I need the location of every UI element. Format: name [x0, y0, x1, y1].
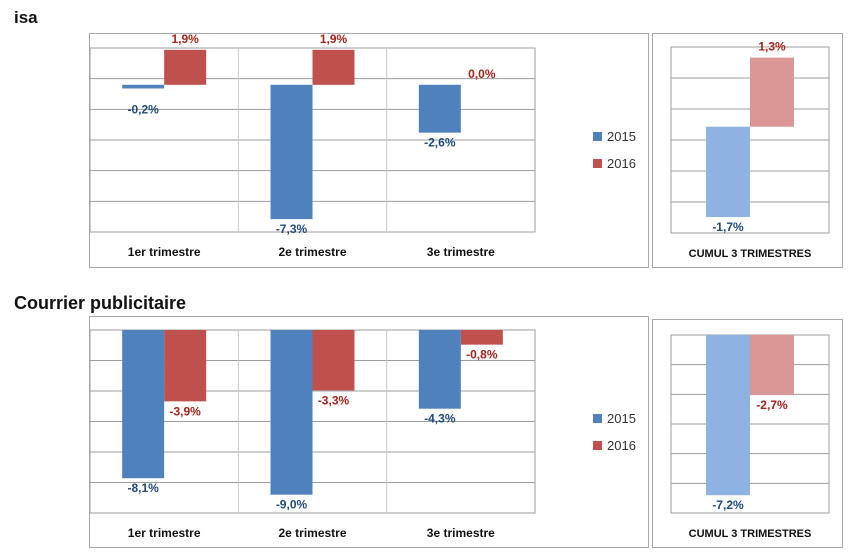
- chart1-0-data-label-2015: -9,0%: [276, 498, 308, 512]
- chart1-0-bar-2016: [164, 330, 207, 402]
- chart1-1-bar-2015: [706, 335, 750, 496]
- chart0-0-legend-swatch-2016: [593, 159, 602, 168]
- chart1-1-category-label: CUMUL 3 TRIMESTRES: [689, 528, 812, 540]
- chart0-0-data-label-2015: -0,2%: [127, 102, 159, 116]
- chart0-1-category-label: CUMUL 3 TRIMESTRES: [689, 248, 812, 260]
- chart0-1-data-label-2015: -1,7%: [712, 220, 744, 234]
- chart0-0-legend-label-2015: 2015: [607, 129, 636, 144]
- chart0-0-data-label-2015: -7,3%: [276, 222, 308, 236]
- chart1-0-legend-swatch-2016: [593, 441, 602, 450]
- chart0-0-data-label-2016: 1,9%: [171, 32, 199, 46]
- chart0-0-data-label-2016: 0,0%: [468, 67, 496, 81]
- chart1-0-data-label-2016: -3,3%: [318, 393, 350, 407]
- chart1-0-bar-2015: [122, 330, 165, 479]
- chart0-0-bar-2016: [164, 49, 207, 85]
- chart-title-isa: isa: [14, 8, 38, 27]
- chart0-0-bar-2016: [312, 49, 355, 85]
- chart1-0-category-label: 3e trimestre: [427, 526, 495, 540]
- chart0-0-category-label: 3e trimestre: [427, 245, 495, 259]
- chart1-0-data-label-2015: -4,3%: [424, 412, 456, 426]
- chart1-0-data-label-2016: -0,8%: [466, 348, 498, 362]
- chart1-0-category-label: 1er trimestre: [128, 526, 201, 540]
- chart0-0-category-label: 1er trimestre: [128, 245, 201, 259]
- chart0-0-bar-2015: [270, 84, 313, 220]
- chart-title-courrier-publicitaire: Courrier publicitaire: [14, 293, 187, 313]
- chart1-1-data-label-2015: -7,2%: [712, 498, 744, 512]
- chart1-0-legend-swatch-2015: [593, 414, 602, 423]
- chart1-0-legend-label-2016: 2016: [607, 438, 636, 453]
- chart0-1-data-label-2016: 1,3%: [758, 40, 786, 54]
- chart0-1-bar-2016: [750, 57, 794, 127]
- chart1-0-bar-2016: [460, 330, 503, 345]
- chart1-1-bar-2016: [750, 335, 794, 396]
- chart1-0-bar-2015: [270, 330, 313, 495]
- chart1-0-bar-2015: [418, 330, 461, 409]
- chart0-0-bar-2015: [418, 84, 461, 133]
- chart0-0-data-label-2015: -2,6%: [424, 136, 456, 150]
- chart1-0-category-label: 2e trimestre: [278, 526, 346, 540]
- chart0-1-bar-2015: [706, 126, 750, 218]
- chart1-0-data-label-2015: -8,1%: [127, 481, 159, 495]
- chart1-0-data-label-2016: -3,9%: [169, 404, 201, 418]
- chart0-0-legend-swatch-2015: [593, 132, 602, 141]
- chart0-0-data-label-2016: 1,9%: [320, 32, 348, 46]
- chart0-0-legend-label-2016: 2016: [607, 156, 636, 171]
- chart1-0-bar-2016: [312, 330, 355, 391]
- chart0-0-category-label: 2e trimestre: [278, 245, 346, 259]
- chart1-0-legend-label-2015: 2015: [607, 411, 636, 426]
- chart0-0-bar-2015: [122, 84, 165, 89]
- chart1-1-data-label-2016: -2,7%: [756, 398, 788, 412]
